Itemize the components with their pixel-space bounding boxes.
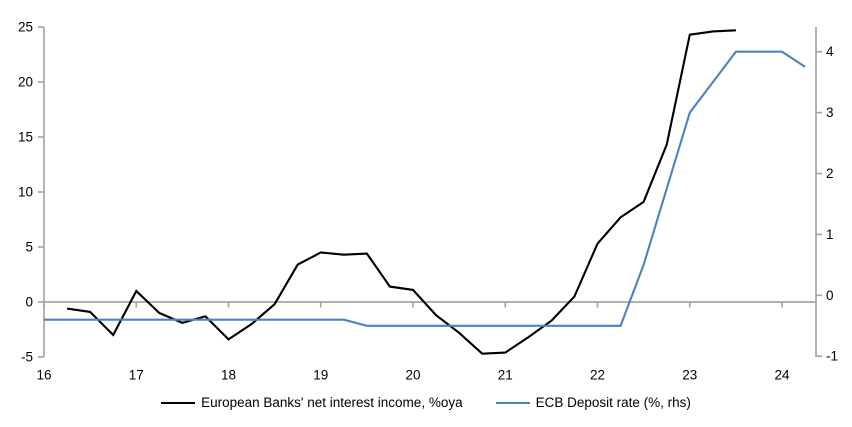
- left-axis-tick-label: 15: [18, 130, 33, 145]
- x-axis-tick-label: 18: [221, 368, 236, 383]
- x-axis-tick-label: 23: [682, 368, 697, 383]
- right-axis-tick-label: 0: [826, 288, 834, 303]
- x-axis-tick-label: 24: [774, 368, 790, 383]
- right-axis-tick-label: 2: [826, 166, 834, 181]
- right-axis-tick-label: 4: [826, 44, 834, 59]
- series-line-1: [44, 50, 806, 327]
- right-axis-tick-label: 1: [826, 227, 834, 242]
- left-axis-tick-label: 0: [25, 295, 33, 310]
- series-line-0: [66, 29, 736, 355]
- legend-line-swatch-black: [161, 401, 196, 404]
- legend-label-ecb-deposit-rate: ECB Deposit rate (%, rhs): [535, 395, 691, 410]
- legend-item-net-interest-income: European Banks' net interest income, %oy…: [161, 395, 463, 410]
- left-axis-tick-label: 10: [18, 185, 33, 200]
- right-axis-tick-label: 3: [826, 105, 834, 120]
- left-axis-tick-label: 20: [18, 75, 33, 90]
- x-axis-tick-label: 19: [313, 368, 328, 383]
- x-axis-tick-label: 22: [590, 368, 605, 383]
- left-axis-tick-label: 25: [18, 20, 33, 35]
- legend-line-swatch-blue: [495, 401, 530, 404]
- x-axis-tick-label: 17: [129, 368, 144, 383]
- legend-label-net-interest-income: European Banks' net interest income, %oy…: [201, 395, 463, 410]
- x-axis-tick-label: 20: [405, 368, 420, 383]
- left-axis-tick-label: 5: [25, 240, 33, 255]
- left-axis-tick-label: -5: [21, 350, 33, 365]
- right-axis-tick-label: -1: [826, 349, 838, 364]
- legend-item-ecb-deposit-rate: ECB Deposit rate (%, rhs): [495, 395, 691, 410]
- x-axis-tick-label: 21: [498, 368, 513, 383]
- chart-legend: European Banks' net interest income, %oy…: [0, 395, 852, 410]
- x-axis-tick-label: 16: [36, 368, 51, 383]
